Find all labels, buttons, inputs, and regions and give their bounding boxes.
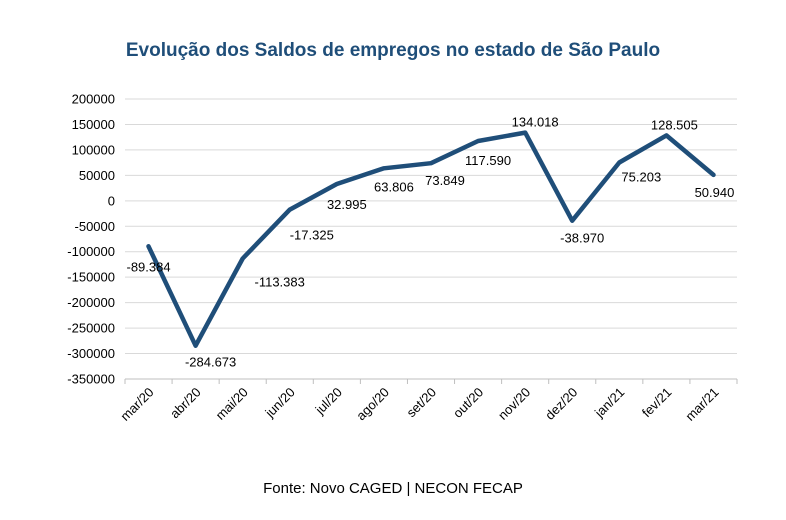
data-label: 134.018 — [512, 115, 559, 130]
y-tick-label: -50000 — [75, 219, 115, 234]
line-chart: 200000 150000 100000 50000 0 -50000 -100000 -15… — [67, 92, 738, 424]
series-line-group — [146, 130, 716, 348]
y-axis: 200000 150000 100000 50000 0 -50000 -100000 -15… — [67, 92, 115, 387]
data-label: 73.849 — [425, 173, 465, 188]
x-tick-label: dez/20 — [542, 385, 580, 423]
y-tick-label: 200000 — [72, 92, 115, 107]
chart-source: Fonte: Novo CAGED | NECON FECAP — [263, 480, 523, 497]
y-tick-label: 100000 — [72, 142, 115, 157]
x-tick-label: set/20 — [403, 385, 439, 421]
y-tick-label: -150000 — [67, 270, 115, 285]
y-tick-label: -350000 — [67, 372, 115, 387]
data-label: 32.995 — [327, 197, 367, 212]
y-tick-label: 50000 — [79, 168, 115, 183]
x-tick-label: abr/20 — [167, 385, 204, 422]
x-axis: mar/20 abr/20 mai/20 jun/20 jul/20 ago/20 set/… — [117, 378, 738, 424]
data-label: -113.383 — [255, 275, 305, 290]
x-tick-label: mar/21 — [682, 385, 721, 424]
y-tick-label: -100000 — [67, 244, 115, 259]
y-tick-label: 0 — [108, 193, 115, 208]
data-label: 50.940 — [695, 185, 735, 200]
chart-title: Evolução dos Saldos de empregos no estad… — [125, 40, 661, 61]
data-label: -284.673 — [185, 355, 236, 370]
x-tick-label: mar/20 — [117, 385, 156, 424]
series-line — [146, 130, 716, 348]
data-label: -38.970 — [560, 231, 604, 246]
data-label: 117.590 — [465, 153, 511, 168]
data-label: -89.384 — [126, 259, 170, 274]
x-tick-label: fev/21 — [639, 385, 675, 421]
y-tick-label: -300000 — [67, 346, 115, 361]
x-tick-label: nov/20 — [495, 385, 533, 423]
x-tick-label: mai/20 — [213, 385, 251, 423]
y-tick-label: -200000 — [67, 295, 115, 310]
data-label: -17.325 — [290, 228, 334, 243]
data-label: 75.203 — [621, 170, 661, 185]
x-tick-label: ago/20 — [353, 385, 392, 424]
data-labels: -89.384 -284.673 -113.383 -17.325 32.995 63.8… — [126, 115, 734, 370]
data-label: 128.505 — [651, 117, 698, 132]
x-tick-label: jul/20 — [312, 385, 345, 418]
y-tick-label: 150000 — [72, 117, 115, 132]
data-label: 63.806 — [374, 179, 414, 194]
x-tick-label: jan/21 — [591, 385, 627, 421]
y-tick-label: -250000 — [67, 321, 115, 336]
x-tick-label: out/20 — [450, 385, 486, 421]
x-tick-label: jun/20 — [262, 385, 298, 421]
gridlines — [125, 98, 737, 380]
